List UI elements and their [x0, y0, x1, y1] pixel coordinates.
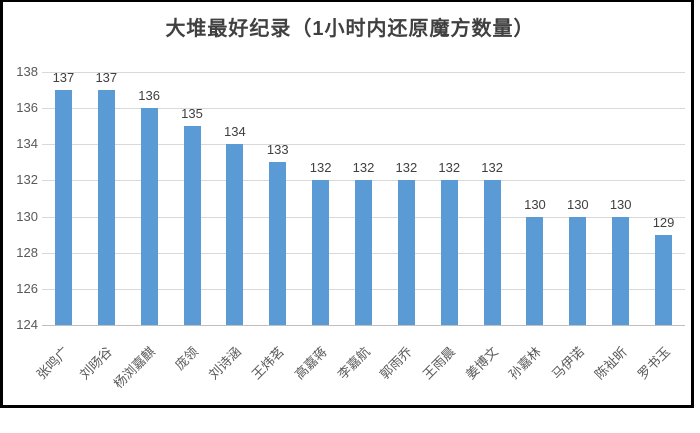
bar: [226, 144, 244, 325]
bar: [312, 180, 330, 325]
y-tick-label: 138: [16, 64, 38, 79]
bar-value-label: 132: [309, 160, 332, 176]
bar-value-label: 135: [181, 106, 203, 122]
bar: [526, 216, 544, 325]
bar: [54, 90, 72, 325]
bar-value-label: 134: [224, 124, 246, 140]
bar: [440, 180, 458, 325]
gridline: [42, 144, 685, 146]
y-tick-label: 134: [16, 136, 38, 152]
bar: [655, 234, 673, 325]
y-tick-label: 136: [16, 100, 38, 116]
y-tick-label: 130: [16, 208, 38, 224]
bar: [483, 180, 501, 325]
bar-value-label: 130: [524, 196, 546, 212]
bar: [612, 216, 630, 325]
y-tick-label: 132: [16, 172, 38, 188]
bar-value-label: 137: [52, 70, 75, 86]
bar: [397, 180, 415, 325]
y-tick-label: 128: [16, 244, 38, 260]
bar-value-label: 132: [395, 160, 418, 176]
bar-chart-plot-area: 124 126 128 130 132 134 136 138 137 张鸣广 137 刘旸谷 136 杨…: [16, 64, 685, 391]
x-axis-line: [42, 325, 685, 326]
bar-value-label: 133: [266, 142, 289, 158]
bar: [97, 90, 115, 325]
bar-value-label: 130: [609, 196, 632, 212]
bar-value-label: 136: [138, 88, 160, 104]
bar-value-label: 132: [352, 160, 375, 176]
chart-frame: [0, 0, 694, 408]
bar: [569, 216, 587, 325]
bar: [183, 126, 201, 325]
bar-value-label: 137: [95, 70, 118, 86]
y-tick-label: 124: [16, 317, 38, 332]
bar-value-label: 132: [481, 160, 503, 176]
bar: [269, 162, 287, 325]
bar-value-label: 132: [438, 160, 461, 176]
bar-value-label: 129: [652, 214, 675, 230]
y-tick-label: 126: [16, 280, 38, 296]
bar: [140, 108, 158, 325]
bar: [355, 180, 372, 325]
gridline: [42, 72, 685, 73]
bar-value-label: 130: [566, 196, 589, 212]
chart-title: 大堆最好纪录（1小时内还原魔方数量）: [165, 18, 535, 40]
gridline: [42, 108, 685, 110]
